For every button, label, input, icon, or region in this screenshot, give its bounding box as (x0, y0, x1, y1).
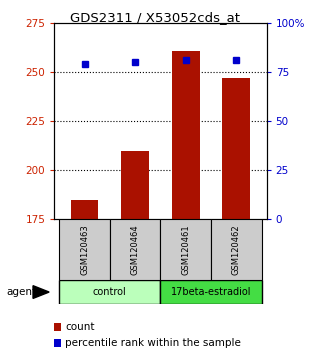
Bar (172, 51, 200, 219)
Bar (121, 151, 149, 219)
Text: count: count (65, 322, 95, 332)
Text: GSM120462: GSM120462 (232, 224, 241, 275)
Bar (110, 219, 161, 280)
Polygon shape (33, 286, 49, 298)
Bar (161, 280, 262, 304)
Bar (222, 78, 250, 219)
Bar (211, 219, 262, 280)
Text: GSM120461: GSM120461 (181, 224, 190, 275)
Bar (59, 280, 161, 304)
Text: agent: agent (6, 287, 36, 297)
Text: control: control (93, 287, 127, 297)
Text: 17beta-estradiol: 17beta-estradiol (171, 287, 251, 297)
Bar (59, 219, 110, 280)
Text: GSM120464: GSM120464 (131, 224, 140, 275)
Text: GSM120463: GSM120463 (80, 224, 89, 275)
Text: GDS2311 / X53052cds_at: GDS2311 / X53052cds_at (70, 11, 240, 24)
Bar (71, 200, 99, 219)
Text: percentile rank within the sample: percentile rank within the sample (65, 338, 241, 348)
Bar (161, 219, 211, 280)
